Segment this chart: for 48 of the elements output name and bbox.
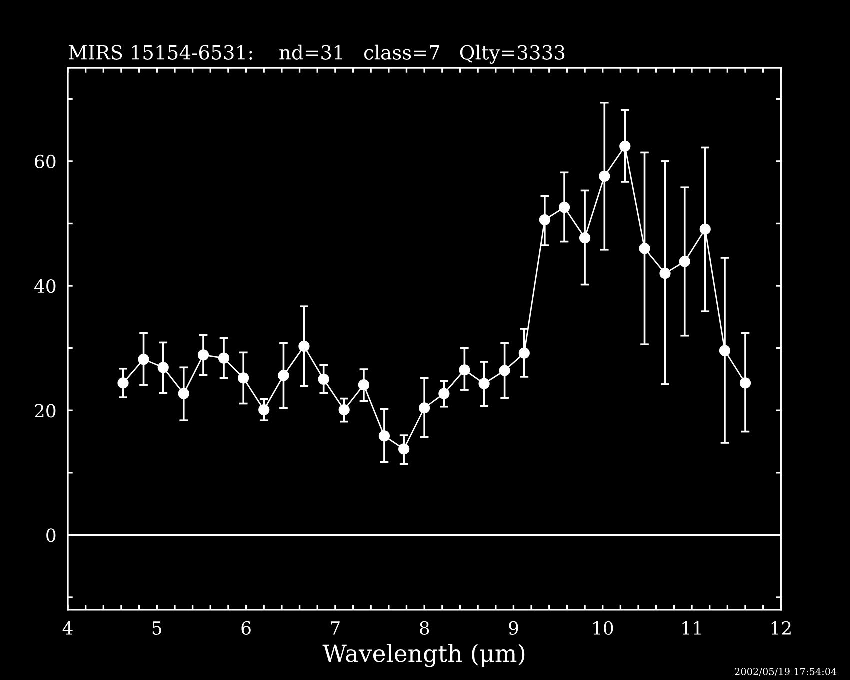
point <box>740 378 752 389</box>
point <box>599 170 610 182</box>
x-axis-title: Wavelength (μm) <box>322 644 525 668</box>
point <box>338 404 350 416</box>
point <box>378 430 390 442</box>
point <box>719 345 731 356</box>
chart-title: MIRS 15154-6531: nd=31 class=7 Qlty=3333 <box>68 44 565 64</box>
point <box>258 404 270 416</box>
point <box>499 365 510 376</box>
y-tick-label: 20 <box>35 404 56 418</box>
y-tick-label: 40 <box>34 279 56 294</box>
x-tick-label: 5 <box>152 622 162 636</box>
point <box>679 256 690 268</box>
point <box>218 352 230 364</box>
x-tick-label: 9 <box>509 621 518 636</box>
x-tick-label: 6 <box>242 621 251 636</box>
point <box>138 354 150 366</box>
point <box>318 374 330 386</box>
y-tick-label: 60 <box>35 154 56 169</box>
point <box>459 364 470 376</box>
x-tick-label: 8 <box>420 621 430 636</box>
x-tick-label: 4 <box>62 621 73 635</box>
point <box>158 362 169 374</box>
point <box>118 378 129 389</box>
point <box>419 402 430 414</box>
point <box>639 243 650 254</box>
y-tick-label: 0 <box>46 528 56 542</box>
point <box>358 380 370 391</box>
point <box>398 444 410 455</box>
x-tick-label: 11 <box>682 621 701 635</box>
point <box>178 388 190 400</box>
point <box>558 202 570 214</box>
point <box>518 348 530 359</box>
point <box>238 372 250 384</box>
point <box>620 140 631 152</box>
point <box>539 214 550 226</box>
text: 2002/05/19 17:54:04 <box>735 668 837 676</box>
point <box>198 350 210 361</box>
point <box>700 224 711 235</box>
point <box>298 340 310 352</box>
point <box>278 370 290 382</box>
x-tick-label: 12 <box>772 621 791 635</box>
point <box>660 268 671 280</box>
point <box>579 232 591 244</box>
x-tick-label: 7 <box>331 622 340 635</box>
point <box>478 378 490 390</box>
point <box>438 388 450 400</box>
x-tick-label: 10 <box>594 621 614 636</box>
